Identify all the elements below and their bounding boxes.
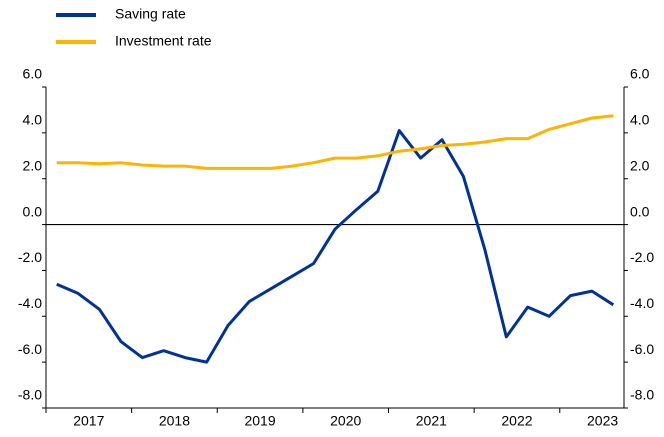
- legend-label: Saving rate: [115, 6, 186, 22]
- y-tick-label: 6.0: [23, 66, 43, 82]
- y2-tick-label: -4.0: [630, 295, 654, 311]
- y2-tick-label: 6.0: [630, 66, 650, 82]
- x-tick-label: 2022: [501, 413, 532, 429]
- x-tick-label: 2020: [330, 413, 361, 429]
- y-tick-label: 4.0: [23, 112, 43, 128]
- x-tick-label: 2021: [416, 413, 447, 429]
- y2-tick-label: 0.0: [630, 203, 650, 219]
- x-tick-label: 2017: [73, 413, 104, 429]
- y2-tick-label: -2.0: [630, 249, 654, 265]
- y-tick-label: -4.0: [18, 295, 42, 311]
- series-line: [56, 114, 614, 170]
- y-tick-label: -2.0: [18, 249, 42, 265]
- legend-label: Investment rate: [115, 33, 212, 49]
- x-tick-label: 2019: [244, 413, 275, 429]
- x-tick-label: 2018: [159, 413, 190, 429]
- y-tick-label: -6.0: [18, 341, 42, 357]
- x-tick-label: 2023: [587, 413, 618, 429]
- y2-tick-label: -6.0: [630, 341, 654, 357]
- y2-tick-label: -8.0: [630, 387, 654, 403]
- y-tick-label: 0.0: [23, 203, 43, 219]
- y-tick-label: 2.0: [23, 157, 43, 173]
- y2-tick-label: 2.0: [630, 157, 650, 173]
- y2-tick-label: 4.0: [630, 112, 650, 128]
- y-tick-label: -8.0: [18, 387, 42, 403]
- series-line: [56, 129, 615, 364]
